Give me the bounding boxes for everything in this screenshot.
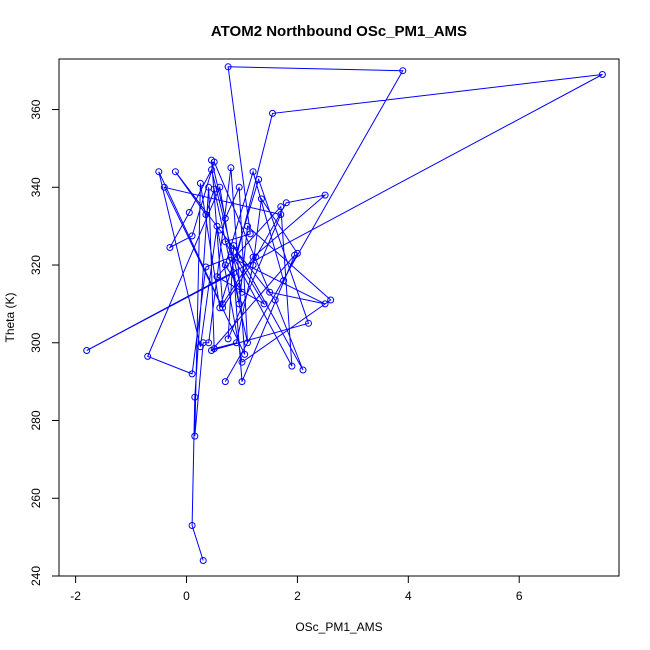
plot-frame — [58, 58, 620, 577]
data-point — [246, 230, 254, 238]
data-point — [235, 183, 243, 191]
data-point — [202, 211, 210, 218]
y-tick-label: 240 — [29, 566, 43, 586]
y-tick-label: 360 — [29, 99, 43, 119]
data-point — [144, 352, 152, 360]
data-point — [230, 269, 238, 277]
y-tick-label: 320 — [29, 255, 43, 275]
data-point — [219, 304, 227, 312]
y-tick-label: 260 — [29, 488, 43, 508]
y-tick-label: 340 — [29, 177, 43, 197]
data-point — [213, 273, 221, 281]
data-point — [288, 362, 296, 370]
data-point — [188, 232, 196, 240]
data-point — [155, 168, 163, 176]
x-tick-label: 0 — [183, 589, 190, 603]
data-point — [277, 203, 285, 211]
data-point — [260, 300, 268, 308]
data-point — [266, 288, 274, 296]
data-point — [188, 522, 196, 529]
data-point — [282, 199, 290, 207]
data-point — [210, 185, 218, 193]
y-tick-label: 280 — [29, 410, 43, 430]
data-point — [249, 253, 257, 261]
series-line — [86, 66, 603, 561]
data-point — [299, 366, 307, 374]
data-point — [255, 176, 263, 183]
data-point — [196, 179, 204, 187]
data-point — [238, 358, 246, 366]
data-point — [232, 253, 240, 261]
data-point — [230, 242, 238, 250]
data-point — [269, 109, 276, 117]
data-point — [321, 300, 329, 308]
data-point — [280, 277, 288, 285]
data-point — [327, 296, 335, 304]
data-point — [191, 432, 199, 440]
data-point — [199, 339, 207, 347]
data-point — [244, 222, 251, 230]
data-point — [241, 350, 249, 358]
data-point — [160, 183, 168, 191]
data-point — [305, 319, 312, 327]
data-point — [185, 209, 193, 216]
data-point — [291, 251, 299, 259]
x-axis-label: OSc_PM1_AMS — [295, 620, 382, 634]
x-tick-label: 4 — [405, 589, 412, 603]
data-point — [171, 168, 179, 176]
data-point — [224, 63, 232, 71]
data-point — [249, 168, 257, 176]
data-point — [235, 300, 243, 308]
x-tick-label: 6 — [516, 589, 523, 603]
data-point — [232, 339, 240, 347]
data-point — [598, 71, 606, 78]
x-tick-label: -2 — [70, 589, 81, 603]
data-point — [271, 296, 279, 304]
data-point — [208, 347, 215, 354]
data-point — [221, 378, 229, 386]
data-point — [244, 339, 251, 347]
data-point — [199, 557, 207, 564]
data-point — [216, 304, 224, 312]
data-point — [224, 335, 232, 343]
data-point — [221, 261, 229, 269]
data-point — [83, 347, 91, 354]
y-axis-label: Theta (K) — [3, 292, 17, 342]
data-point — [321, 191, 329, 199]
x-tick-label: 2 — [294, 589, 301, 603]
y-axis: 240 260 280 300 320 340 360 — [29, 99, 60, 586]
data-point — [238, 288, 246, 296]
data-point — [252, 253, 260, 261]
data-point — [227, 164, 235, 172]
y-tick-label: 300 — [29, 332, 43, 352]
data-point — [216, 226, 224, 234]
x-axis: -2 0 2 4 6 — [70, 575, 523, 603]
data-point — [208, 166, 215, 174]
data-point — [257, 195, 265, 203]
data-point — [221, 214, 229, 222]
chart-title: ATOM2 Northbound OSc_PM1_AMS — [211, 23, 467, 40]
data-point — [191, 393, 199, 401]
data-points — [83, 63, 606, 564]
data-point — [188, 370, 196, 378]
data-point — [249, 261, 257, 269]
data-point — [202, 263, 210, 271]
data-point — [221, 238, 229, 246]
data-point — [238, 378, 246, 386]
data-point — [399, 67, 407, 75]
data-point — [277, 211, 285, 218]
data-point — [166, 244, 174, 251]
data-point — [208, 156, 215, 164]
